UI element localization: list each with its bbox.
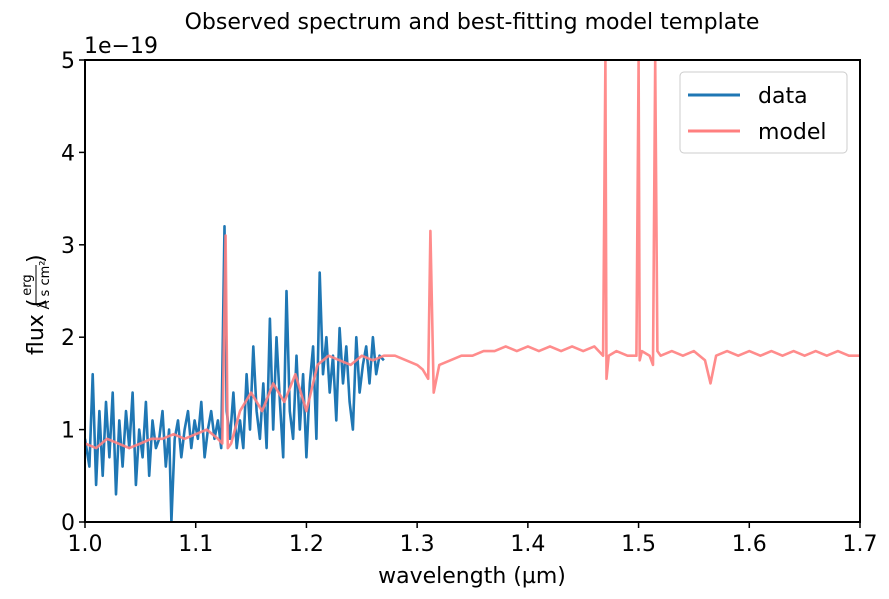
series-line-model	[85, 60, 860, 450]
series-line-data	[85, 225, 385, 522]
y-tick-label: 2	[61, 326, 75, 351]
y-unit-numerator: erg	[20, 274, 35, 295]
y-axis-label: flux ( erg Å s cm² )	[20, 254, 53, 355]
x-tick-label: 1.4	[510, 532, 545, 557]
y-unit-denominator: Å s cm²	[37, 261, 53, 310]
y-axis: 0 1 2 3 4 5	[61, 49, 85, 536]
y-tick-label: 1	[61, 419, 75, 444]
x-tick-label: 1.1	[178, 532, 213, 557]
y-offset-label: 1e−19	[84, 34, 158, 59]
x-tick-label: 1.5	[621, 532, 656, 557]
x-tick-label: 1.7	[843, 532, 878, 557]
y-tick-label: 0	[61, 511, 75, 536]
x-tick-label: 1.0	[68, 532, 103, 557]
legend-label-data: data	[758, 84, 808, 109]
y-axis-label-close: )	[24, 254, 49, 263]
legend: data model	[679, 71, 848, 154]
x-tick-label: 1.6	[732, 532, 767, 557]
y-tick-label: 4	[61, 141, 75, 166]
legend-label-model: model	[758, 120, 827, 145]
x-axis: 1.0 1.1 1.2 1.3 1.4 1.5 1.6 1.7	[68, 522, 878, 557]
y-tick-label: 3	[61, 234, 75, 259]
series-layer	[85, 60, 860, 522]
y-axis-label-text: flux (	[24, 299, 49, 355]
legend-box	[679, 71, 848, 154]
x-tick-label: 1.2	[289, 532, 324, 557]
x-tick-label: 1.3	[400, 532, 435, 557]
plot-frame	[84, 59, 861, 523]
x-axis-label: wavelength (µm)	[378, 564, 566, 589]
y-tick-label: 5	[61, 49, 75, 74]
chart-title: Observed spectrum and best-fitting model…	[185, 10, 760, 35]
